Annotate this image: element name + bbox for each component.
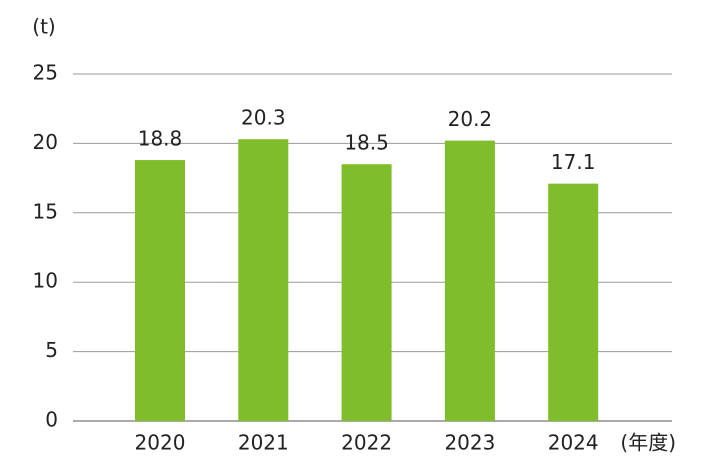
y-tick-label: 20 (33, 130, 58, 154)
y-unit: (t) (32, 15, 55, 39)
x-unit: (年度) (620, 431, 676, 455)
x-tick-label: 2020 (135, 431, 186, 455)
bar (444, 140, 495, 421)
bar (135, 160, 185, 421)
bar (548, 183, 599, 421)
y-tick-label: 5 (45, 338, 58, 362)
value-label: 17.1 (551, 150, 596, 174)
x-tick-label: 2021 (238, 431, 289, 455)
y-tick-label: 15 (33, 199, 58, 223)
y-tick-label: 25 (33, 61, 58, 85)
x-tick-label: 2024 (548, 431, 599, 455)
value-label: 20.2 (448, 107, 493, 131)
value-label: 18.8 (138, 127, 183, 151)
value-label: 20.3 (241, 106, 286, 130)
x-tick-label: 2023 (444, 431, 495, 455)
y-tick-label: 0 (45, 408, 58, 432)
bar (238, 139, 289, 421)
value-label: 18.5 (344, 131, 389, 155)
bar (341, 164, 392, 421)
x-tick-label: 2022 (341, 431, 392, 455)
y-tick-label: 10 (33, 269, 58, 293)
